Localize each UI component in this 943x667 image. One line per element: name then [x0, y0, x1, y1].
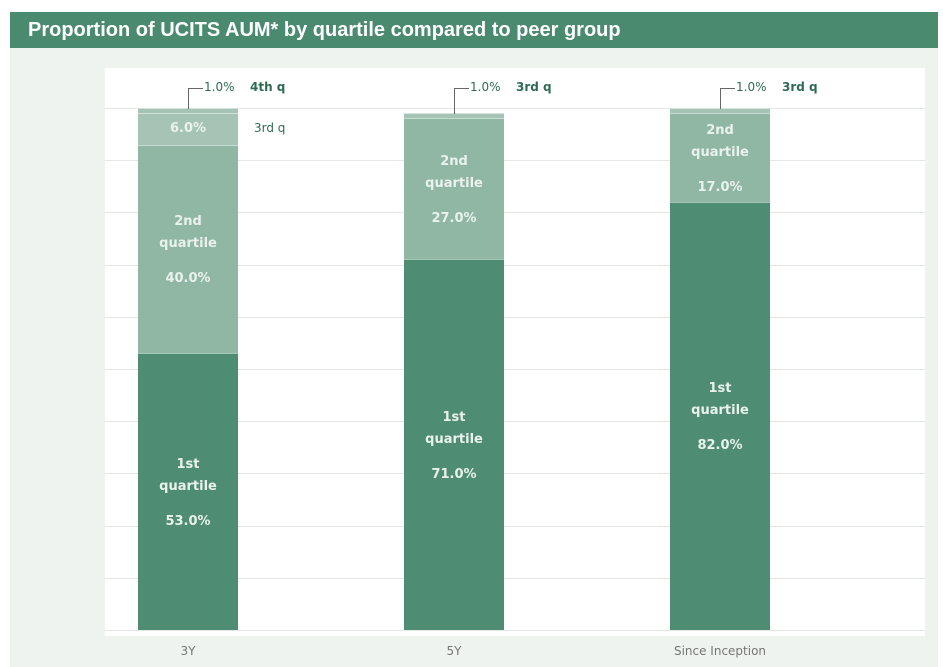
series-name: 2nd quartile [691, 123, 749, 161]
bar-segment [404, 259, 504, 630]
value-label: 40.0% [165, 271, 211, 287]
segment-label: 2nd quartile 40.0% [138, 145, 238, 354]
bar-segment [404, 118, 504, 260]
segment-label: 2nd quartile 27.0% [404, 118, 504, 259]
segment-label: 1st quartile 71.0% [404, 259, 504, 630]
series-name: 3rd q [782, 80, 818, 94]
grid-line [105, 369, 925, 370]
bar-segment [138, 144, 238, 354]
series-name: 2nd quartile [159, 214, 217, 252]
x-tick-label: Since Inception [673, 644, 767, 658]
segment-label: 2nd quartile 17.0% [670, 113, 770, 202]
value-label: 53.0% [165, 514, 211, 530]
value-label: 1.0% [736, 80, 767, 94]
series-name: 4th q [250, 80, 286, 94]
bar-segment [138, 353, 238, 630]
series-name: 1st quartile [691, 381, 749, 419]
value-label: 1.0% [204, 80, 235, 94]
series-name: 2nd quartile [425, 154, 483, 192]
grid-line [105, 577, 925, 579]
value-label: 1.0% [470, 80, 501, 94]
value-label: 6.0% [169, 120, 207, 136]
grid-line [105, 473, 925, 475]
grid-line [105, 630, 925, 631]
x-tick-label: 3Y [180, 644, 196, 658]
chart-title: Proportion of UCITS AUM* by quartile com… [10, 12, 938, 48]
bracket [454, 88, 469, 115]
bracket [720, 88, 735, 109]
bar-segment [670, 113, 770, 202]
grid-line [105, 421, 925, 423]
segment-label: 1st quartile 53.0% [138, 353, 238, 630]
grid-line [105, 160, 925, 162]
grid-line [105, 316, 925, 318]
value-label: 71.0% [431, 467, 477, 483]
series-name: 3rd q [516, 80, 552, 94]
value-label: 82.0% [697, 438, 743, 454]
grid-line [105, 525, 925, 527]
grid-line [105, 212, 925, 214]
segment-label: 1st quartile 82.0% [670, 202, 770, 630]
series-name: 1st quartile [425, 410, 483, 448]
bar-segment [670, 201, 770, 630]
x-tick-label: 5Y [446, 644, 462, 658]
bar-segment [138, 113, 238, 145]
value-label: 17.0% [697, 180, 743, 196]
plot-area [105, 68, 925, 636]
series-name: 3rd q [254, 120, 286, 135]
grid-line [105, 264, 925, 266]
value-label: 27.0% [431, 211, 477, 227]
bracket [188, 88, 203, 109]
grid-line [105, 108, 925, 109]
series-name: 1st quartile [159, 457, 217, 495]
